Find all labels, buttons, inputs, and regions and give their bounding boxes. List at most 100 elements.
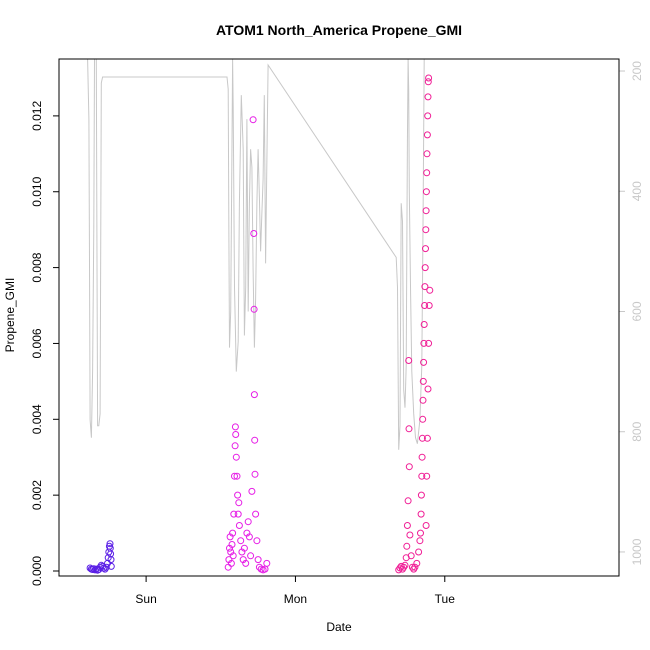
y-tick-label: 0.000 (30, 556, 44, 586)
data-point-series-2 (249, 116, 257, 124)
data-point-series-3 (423, 434, 431, 442)
data-point-series-3 (406, 531, 414, 539)
data-point-series-3 (411, 563, 419, 571)
data-point-series-3 (405, 425, 413, 433)
x-tick-label: Mon (284, 592, 307, 606)
data-point-series-2 (242, 559, 250, 567)
data-point-series-2 (253, 537, 261, 545)
data-point-series-3 (420, 339, 428, 347)
data-point-series-3 (424, 385, 432, 393)
pressure-line-layer (87, 58, 425, 450)
data-point-series-2 (229, 552, 237, 560)
data-point-series-2 (235, 499, 243, 507)
points-layer (86, 74, 434, 574)
data-point-series-2 (248, 487, 256, 495)
data-point-series-2 (232, 431, 240, 438)
data-point-series-3 (422, 522, 430, 529)
data-point-series-2 (231, 442, 239, 450)
pressure-line (87, 58, 425, 450)
right-tick-label: 200 (630, 61, 644, 81)
data-point-series-2 (251, 470, 259, 478)
data-point-series-3 (417, 491, 425, 499)
data-point-series-2 (234, 510, 242, 518)
data-point-series-3 (421, 302, 429, 309)
data-point-series-3 (419, 415, 427, 423)
data-point-series-2 (224, 563, 232, 571)
data-point-series-1 (101, 565, 109, 573)
y-tick-label: 0.010 (30, 176, 44, 206)
data-point-series-2 (252, 510, 260, 518)
data-point-series-3 (424, 78, 432, 86)
x-tick-label: Sun (135, 592, 156, 606)
data-point-series-2 (240, 544, 248, 552)
data-point-series-2 (231, 423, 239, 431)
data-point-series-3 (423, 131, 431, 139)
data-point-series-2 (237, 537, 245, 545)
y-tick-label: 0.012 (30, 101, 44, 131)
data-point-series-3 (421, 283, 429, 291)
data-point-series-2 (251, 436, 259, 444)
y-tick-label: 0.002 (30, 480, 44, 510)
data-point-series-2 (227, 559, 235, 567)
data-point-series-3 (410, 565, 418, 573)
data-point-series-3 (418, 472, 426, 480)
data-point-series-3 (422, 188, 430, 196)
y-tick-label: 0.008 (30, 252, 44, 282)
data-point-series-3 (425, 74, 433, 82)
data-point-series-3 (423, 169, 431, 177)
data-point-series-3 (416, 537, 424, 545)
data-point-series-3 (421, 264, 429, 272)
data-point-series-2 (254, 556, 262, 564)
data-point-series-2 (263, 559, 271, 567)
data-point-series-3 (426, 286, 434, 294)
data-point-series-2 (235, 522, 243, 529)
data-point-series-3 (401, 561, 409, 569)
data-point-series-3 (403, 522, 411, 529)
data-point-series-3 (415, 548, 423, 556)
data-point-series-3 (424, 93, 432, 101)
x-tick-label: Tue (435, 592, 456, 606)
data-point-series-3 (423, 472, 431, 480)
data-point-series-2 (233, 472, 241, 480)
data-point-series-2 (250, 391, 258, 399)
right-tick-label: 1000 (630, 538, 644, 565)
data-point-series-2 (234, 491, 242, 499)
data-point-series-1 (107, 562, 115, 570)
data-point-series-3 (403, 542, 411, 550)
data-point-series-2 (245, 533, 253, 541)
y-tick-label: 0.006 (30, 328, 44, 358)
data-point-series-3 (425, 302, 433, 309)
data-point-series-2 (244, 518, 252, 526)
data-point-series-3 (422, 207, 430, 215)
plot-frame (58, 58, 620, 577)
data-point-series-3 (400, 563, 408, 571)
data-point-series-3 (419, 377, 427, 385)
data-point-series-2 (250, 230, 258, 237)
data-point-series-3 (423, 150, 431, 158)
data-point-series-3 (405, 357, 413, 364)
data-point-series-1 (90, 565, 98, 573)
data-point-series-3 (418, 434, 426, 442)
chart-title: ATOM1 North_America Propene_GMI (216, 22, 462, 38)
data-point-series-1 (92, 565, 100, 573)
data-point-series-3 (420, 321, 428, 328)
x-axis-label: Date (326, 620, 352, 634)
data-point-series-3 (417, 510, 425, 518)
data-point-series-3 (418, 453, 426, 461)
data-point-series-3 (419, 396, 427, 404)
data-point-series-1 (107, 556, 115, 564)
data-point-series-3 (408, 563, 416, 571)
data-point-series-1 (106, 540, 114, 548)
data-point-series-3 (417, 529, 424, 537)
right-axis: 200 400 600 800 1000 (618, 61, 644, 565)
data-point-series-2 (247, 552, 255, 560)
y-axis-label: Propene_GMI (3, 278, 17, 353)
data-point-series-1 (102, 563, 110, 571)
data-point-series-3 (405, 463, 413, 471)
data-point-series-3 (424, 112, 432, 120)
data-point-series-3 (420, 358, 428, 366)
data-point-series-2 (250, 305, 258, 313)
data-point-series-2 (230, 510, 238, 518)
data-point-series-3 (413, 559, 421, 567)
